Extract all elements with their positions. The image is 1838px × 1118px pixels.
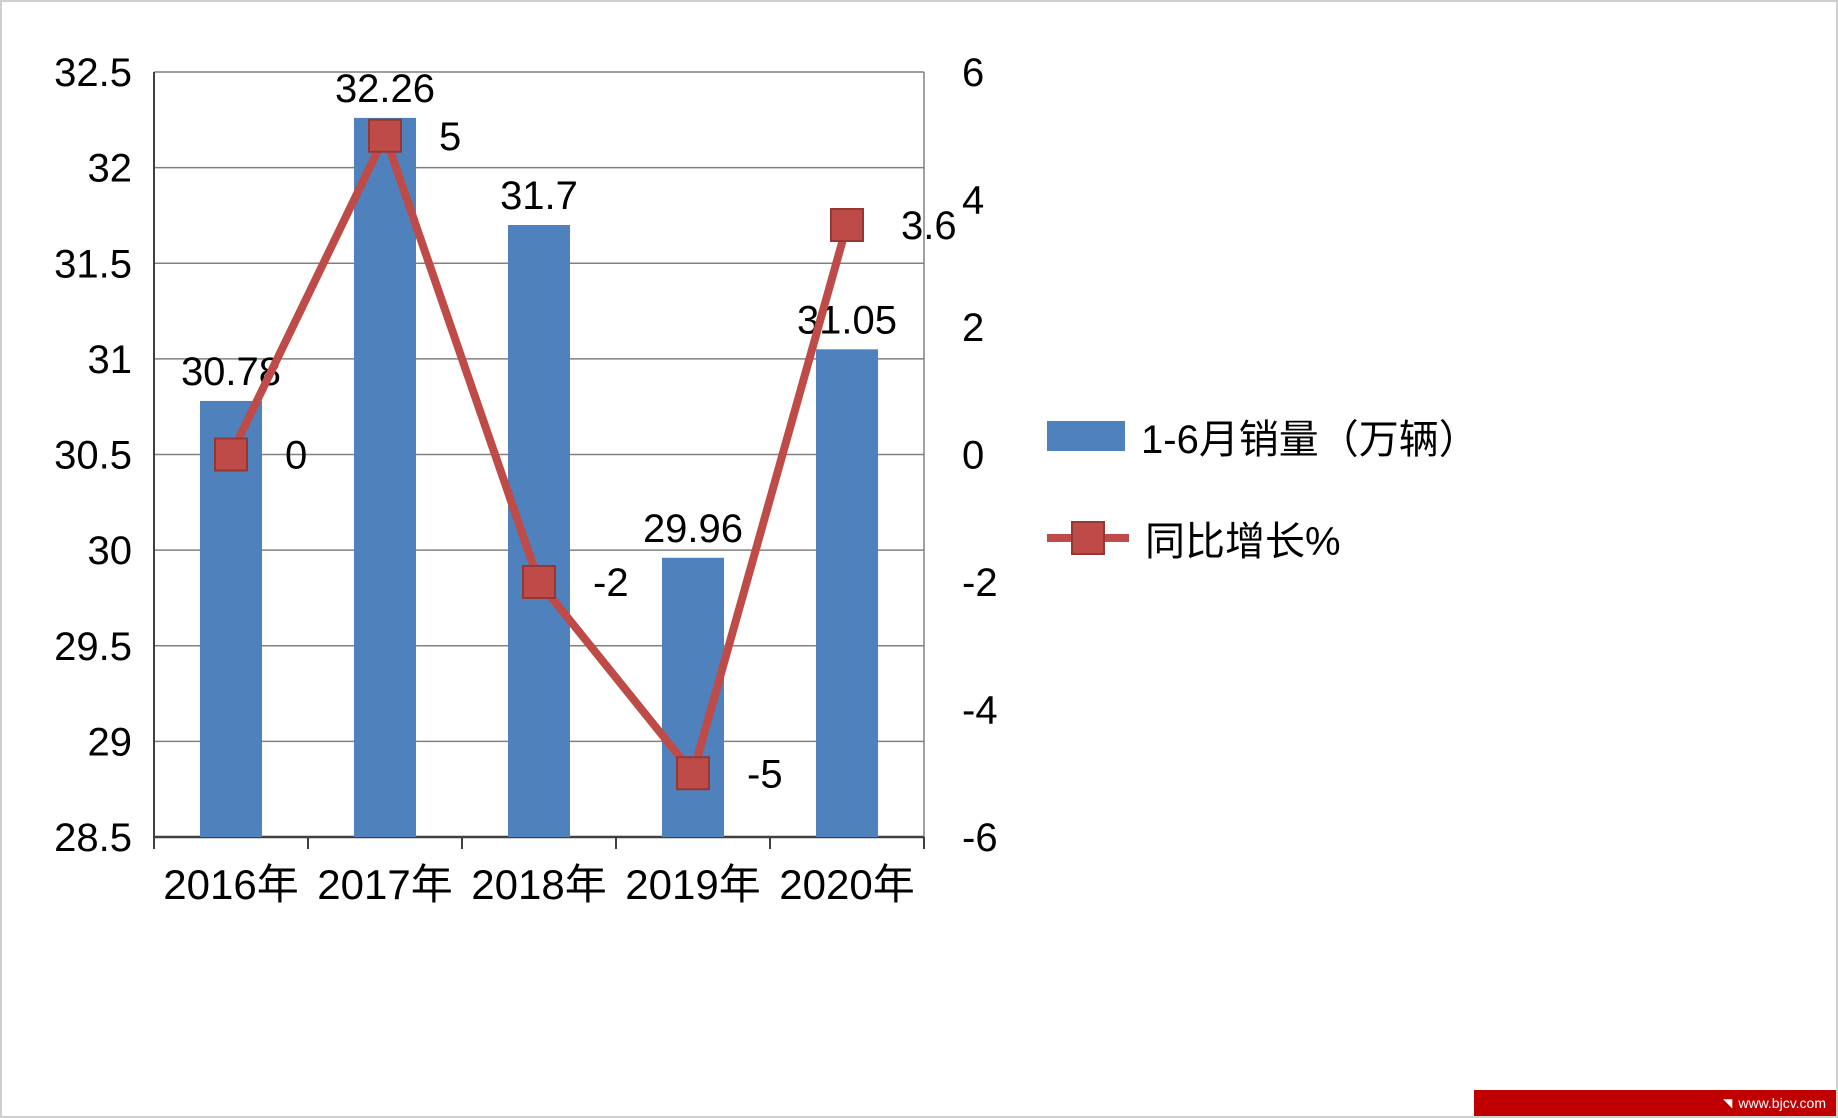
bar-value-label: 31.7: [500, 174, 578, 218]
line-value-label: -2: [593, 561, 629, 605]
right-axis-tick: 4: [962, 179, 984, 223]
legend-item-sales: 1-6月销量（万辆）: [1047, 407, 1479, 465]
left-axis-tick: 31.5: [54, 242, 132, 286]
line-marker-2016年: [214, 437, 248, 472]
line-value-label: 0: [285, 434, 307, 478]
x-category-label: 2018年: [471, 861, 606, 908]
line-marker-2019年: [676, 756, 710, 791]
bar-value-label: 29.96: [643, 507, 743, 551]
bar-2016年: [200, 400, 262, 837]
legend-label-growth: 同比增长%: [1145, 520, 1341, 564]
right-axis-tick: 0: [962, 434, 984, 478]
line-series-swatch: [1047, 521, 1129, 555]
bar-value-label: 32.26: [335, 67, 435, 111]
right-axis-tick: 2: [962, 306, 984, 350]
left-axis-tick: 30.5: [54, 434, 132, 478]
legend-item-growth: 同比增长%: [1047, 509, 1479, 567]
legend-label-sales: 1-6月销量（万辆）: [1141, 418, 1479, 462]
left-axis-tick: 29: [88, 720, 133, 764]
bar-series-swatch: [1047, 421, 1125, 451]
left-axis-tick: 32.5: [54, 51, 132, 95]
right-axis-tick: -2: [962, 561, 998, 605]
line-value-label: -5: [747, 752, 783, 796]
chart-legend: 1-6月销量（万辆） 同比增长%: [1047, 407, 1479, 567]
right-axis-tick: -4: [962, 689, 998, 733]
watermark-badge: ◥ www.bjcv.com: [1474, 1090, 1836, 1116]
bar-2020年: [816, 349, 878, 837]
x-category-label: 2020年: [779, 861, 914, 908]
line-value-label: 5: [439, 115, 461, 159]
watermark-text: www.bjcv.com: [1738, 1095, 1826, 1111]
line-marker-2018年: [522, 565, 556, 599]
left-axis-tick: 31: [88, 338, 133, 382]
x-category-label: 2016年: [163, 861, 298, 908]
line-marker-2020年: [830, 208, 864, 242]
line-marker-2017年: [368, 118, 402, 153]
bar-2017年: [354, 117, 416, 837]
watermark-logo-icon: ◥: [1723, 1096, 1733, 1110]
right-axis-tick: -6: [962, 816, 998, 860]
line-value-label: 3.6: [901, 204, 957, 248]
line-marker-swatch: [1071, 521, 1105, 555]
x-category-label: 2017年: [317, 861, 452, 908]
left-axis-tick: 28.5: [54, 816, 132, 860]
right-axis-tick: 6: [962, 51, 984, 95]
left-axis-tick: 30: [88, 529, 133, 573]
left-axis-tick: 29.5: [54, 625, 132, 669]
left-axis-tick: 32: [88, 147, 133, 191]
x-category-label: 2019年: [625, 861, 760, 908]
